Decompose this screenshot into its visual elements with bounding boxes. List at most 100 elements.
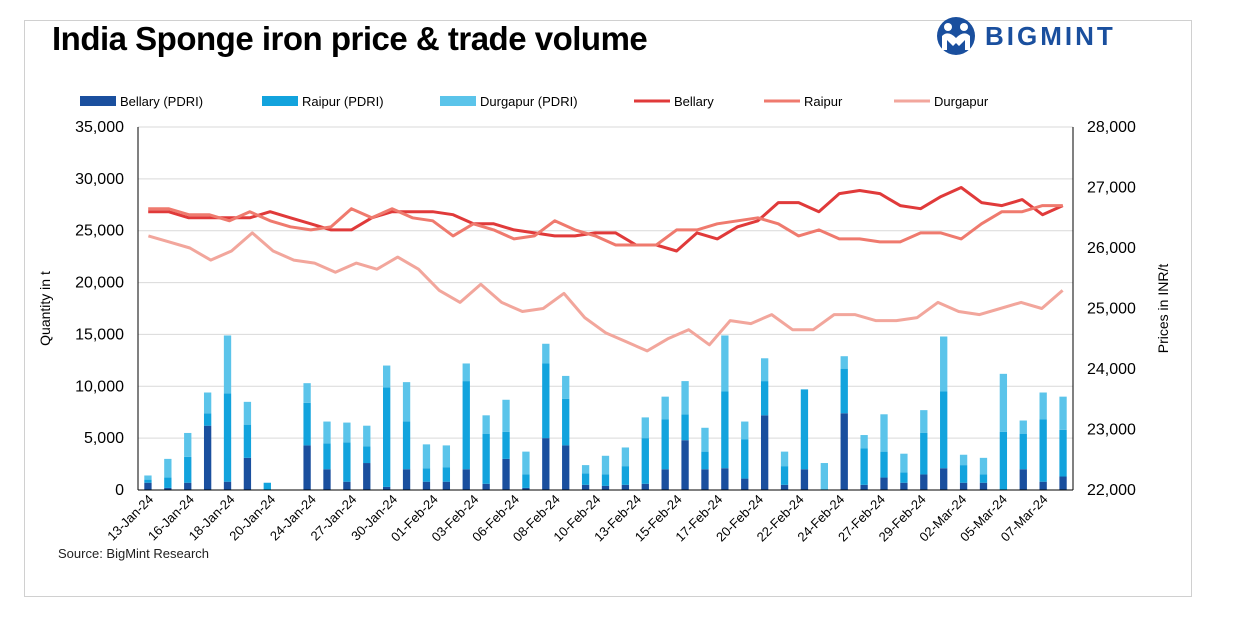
y-tick-label: 30,000 xyxy=(75,171,124,188)
bar-raipur xyxy=(184,456,192,483)
bar-raipur xyxy=(661,419,669,470)
bar-raipur xyxy=(223,393,232,482)
bar-durgapur xyxy=(760,358,769,382)
y-tick-label: 20,000 xyxy=(75,275,124,292)
bar-bellary xyxy=(900,482,908,490)
bar-bellary xyxy=(462,469,470,490)
bar-raipur xyxy=(522,474,530,488)
bar-raipur xyxy=(502,431,510,459)
bar-durgapur xyxy=(343,422,351,443)
y-tick-label: 0 xyxy=(115,482,124,499)
bigmint-logo: BIGMINT xyxy=(935,16,1116,56)
bar-raipur xyxy=(144,479,152,483)
bar-raipur xyxy=(203,413,212,426)
bar-durgapur xyxy=(542,343,550,364)
bar-durgapur xyxy=(502,399,510,432)
bar-durgapur xyxy=(383,365,391,388)
bar-raipur xyxy=(164,477,172,488)
bar-raipur xyxy=(701,451,709,470)
y2-tick-label: 28,000 xyxy=(1087,119,1136,136)
bar-durgapur xyxy=(721,335,729,392)
bar-bellary xyxy=(343,481,351,490)
y2-tick-label: 26,000 xyxy=(1087,240,1136,257)
bar-durgapur xyxy=(402,382,411,422)
bar-raipur xyxy=(323,443,331,470)
bar-raipur xyxy=(920,432,928,475)
bar-durgapur xyxy=(701,427,709,452)
bar-bellary xyxy=(920,474,928,490)
bar-durgapur xyxy=(522,451,530,475)
y-tick-label: 15,000 xyxy=(75,326,124,343)
price-lines xyxy=(147,186,1064,353)
bar-bellary xyxy=(860,484,868,490)
bar-durgapur xyxy=(920,410,928,433)
line-raipur xyxy=(148,204,1063,247)
bar-durgapur xyxy=(442,445,451,468)
y2-tick-label: 24,000 xyxy=(1087,361,1136,378)
bar-bellary xyxy=(601,485,610,490)
bar-raipur xyxy=(402,421,411,470)
bar-durgapur xyxy=(243,401,252,425)
bar-durgapur xyxy=(900,453,908,473)
bar-bellary xyxy=(184,482,192,490)
bar-raipur xyxy=(741,439,749,479)
y2-tick-label: 27,000 xyxy=(1087,180,1136,197)
logo-text: BIGMINT xyxy=(985,20,1116,51)
bar-durgapur xyxy=(462,363,470,382)
y-axis-title: Quantity in t xyxy=(37,271,53,346)
bar-raipur xyxy=(243,424,252,458)
bigmint-people-icon xyxy=(937,17,975,55)
bar-raipur xyxy=(900,472,908,483)
y2-tick-label: 25,000 xyxy=(1087,301,1136,318)
bar-raipur xyxy=(562,398,570,446)
bar-raipur xyxy=(383,387,391,487)
bar-durgapur xyxy=(223,335,232,394)
bar-raipur xyxy=(1019,433,1027,470)
bar-bellary xyxy=(422,481,431,490)
legend-label: Raipur xyxy=(804,94,843,109)
line-bellary xyxy=(148,186,1064,253)
bar-raipur xyxy=(621,466,630,485)
y2-tick-label: 22,000 xyxy=(1087,482,1136,499)
bar-durgapur xyxy=(1039,392,1047,420)
bar-raipur xyxy=(999,431,1008,490)
bar-raipur xyxy=(860,448,868,485)
bar-bellary xyxy=(621,484,630,490)
bar-raipur xyxy=(542,363,550,439)
y2-axis-title: Prices in INR/t xyxy=(1155,264,1171,354)
bar-bellary xyxy=(1019,469,1027,490)
source-note: Source: BigMint Research xyxy=(58,546,210,561)
bar-durgapur xyxy=(999,373,1008,432)
bar-bellary xyxy=(681,440,689,490)
bar-bellary xyxy=(1039,481,1047,490)
bar-raipur xyxy=(581,473,590,485)
bar-bellary xyxy=(363,463,371,490)
bar-durgapur xyxy=(979,457,988,475)
legend-swatch xyxy=(80,96,116,106)
bar-bellary xyxy=(303,445,311,490)
bars xyxy=(144,335,1067,490)
bar-durgapur xyxy=(661,396,669,420)
legend-label: Bellary (PDRI) xyxy=(120,94,203,109)
bar-durgapur xyxy=(144,475,152,480)
bar-bellary xyxy=(542,438,550,490)
bar-bellary xyxy=(223,481,232,490)
bar-raipur xyxy=(840,368,848,414)
gridlines xyxy=(138,126,1073,491)
bar-bellary xyxy=(562,445,570,490)
bar-bellary xyxy=(502,458,510,490)
bar-bellary xyxy=(383,486,391,490)
bar-raipur xyxy=(940,391,948,469)
bar-durgapur xyxy=(601,455,610,475)
bar-raipur xyxy=(1059,429,1067,477)
y-tick-label: 25,000 xyxy=(75,223,124,240)
bar-durgapur xyxy=(681,381,689,415)
bar-raipur xyxy=(1039,419,1047,482)
bar-durgapur xyxy=(184,432,192,457)
bar-raipur xyxy=(780,466,789,485)
legend-label: Durgapur (PDRI) xyxy=(480,94,578,109)
bar-bellary xyxy=(940,468,948,490)
bar-raipur xyxy=(303,402,311,446)
bar-durgapur xyxy=(940,336,948,392)
bar-durgapur xyxy=(482,415,490,434)
